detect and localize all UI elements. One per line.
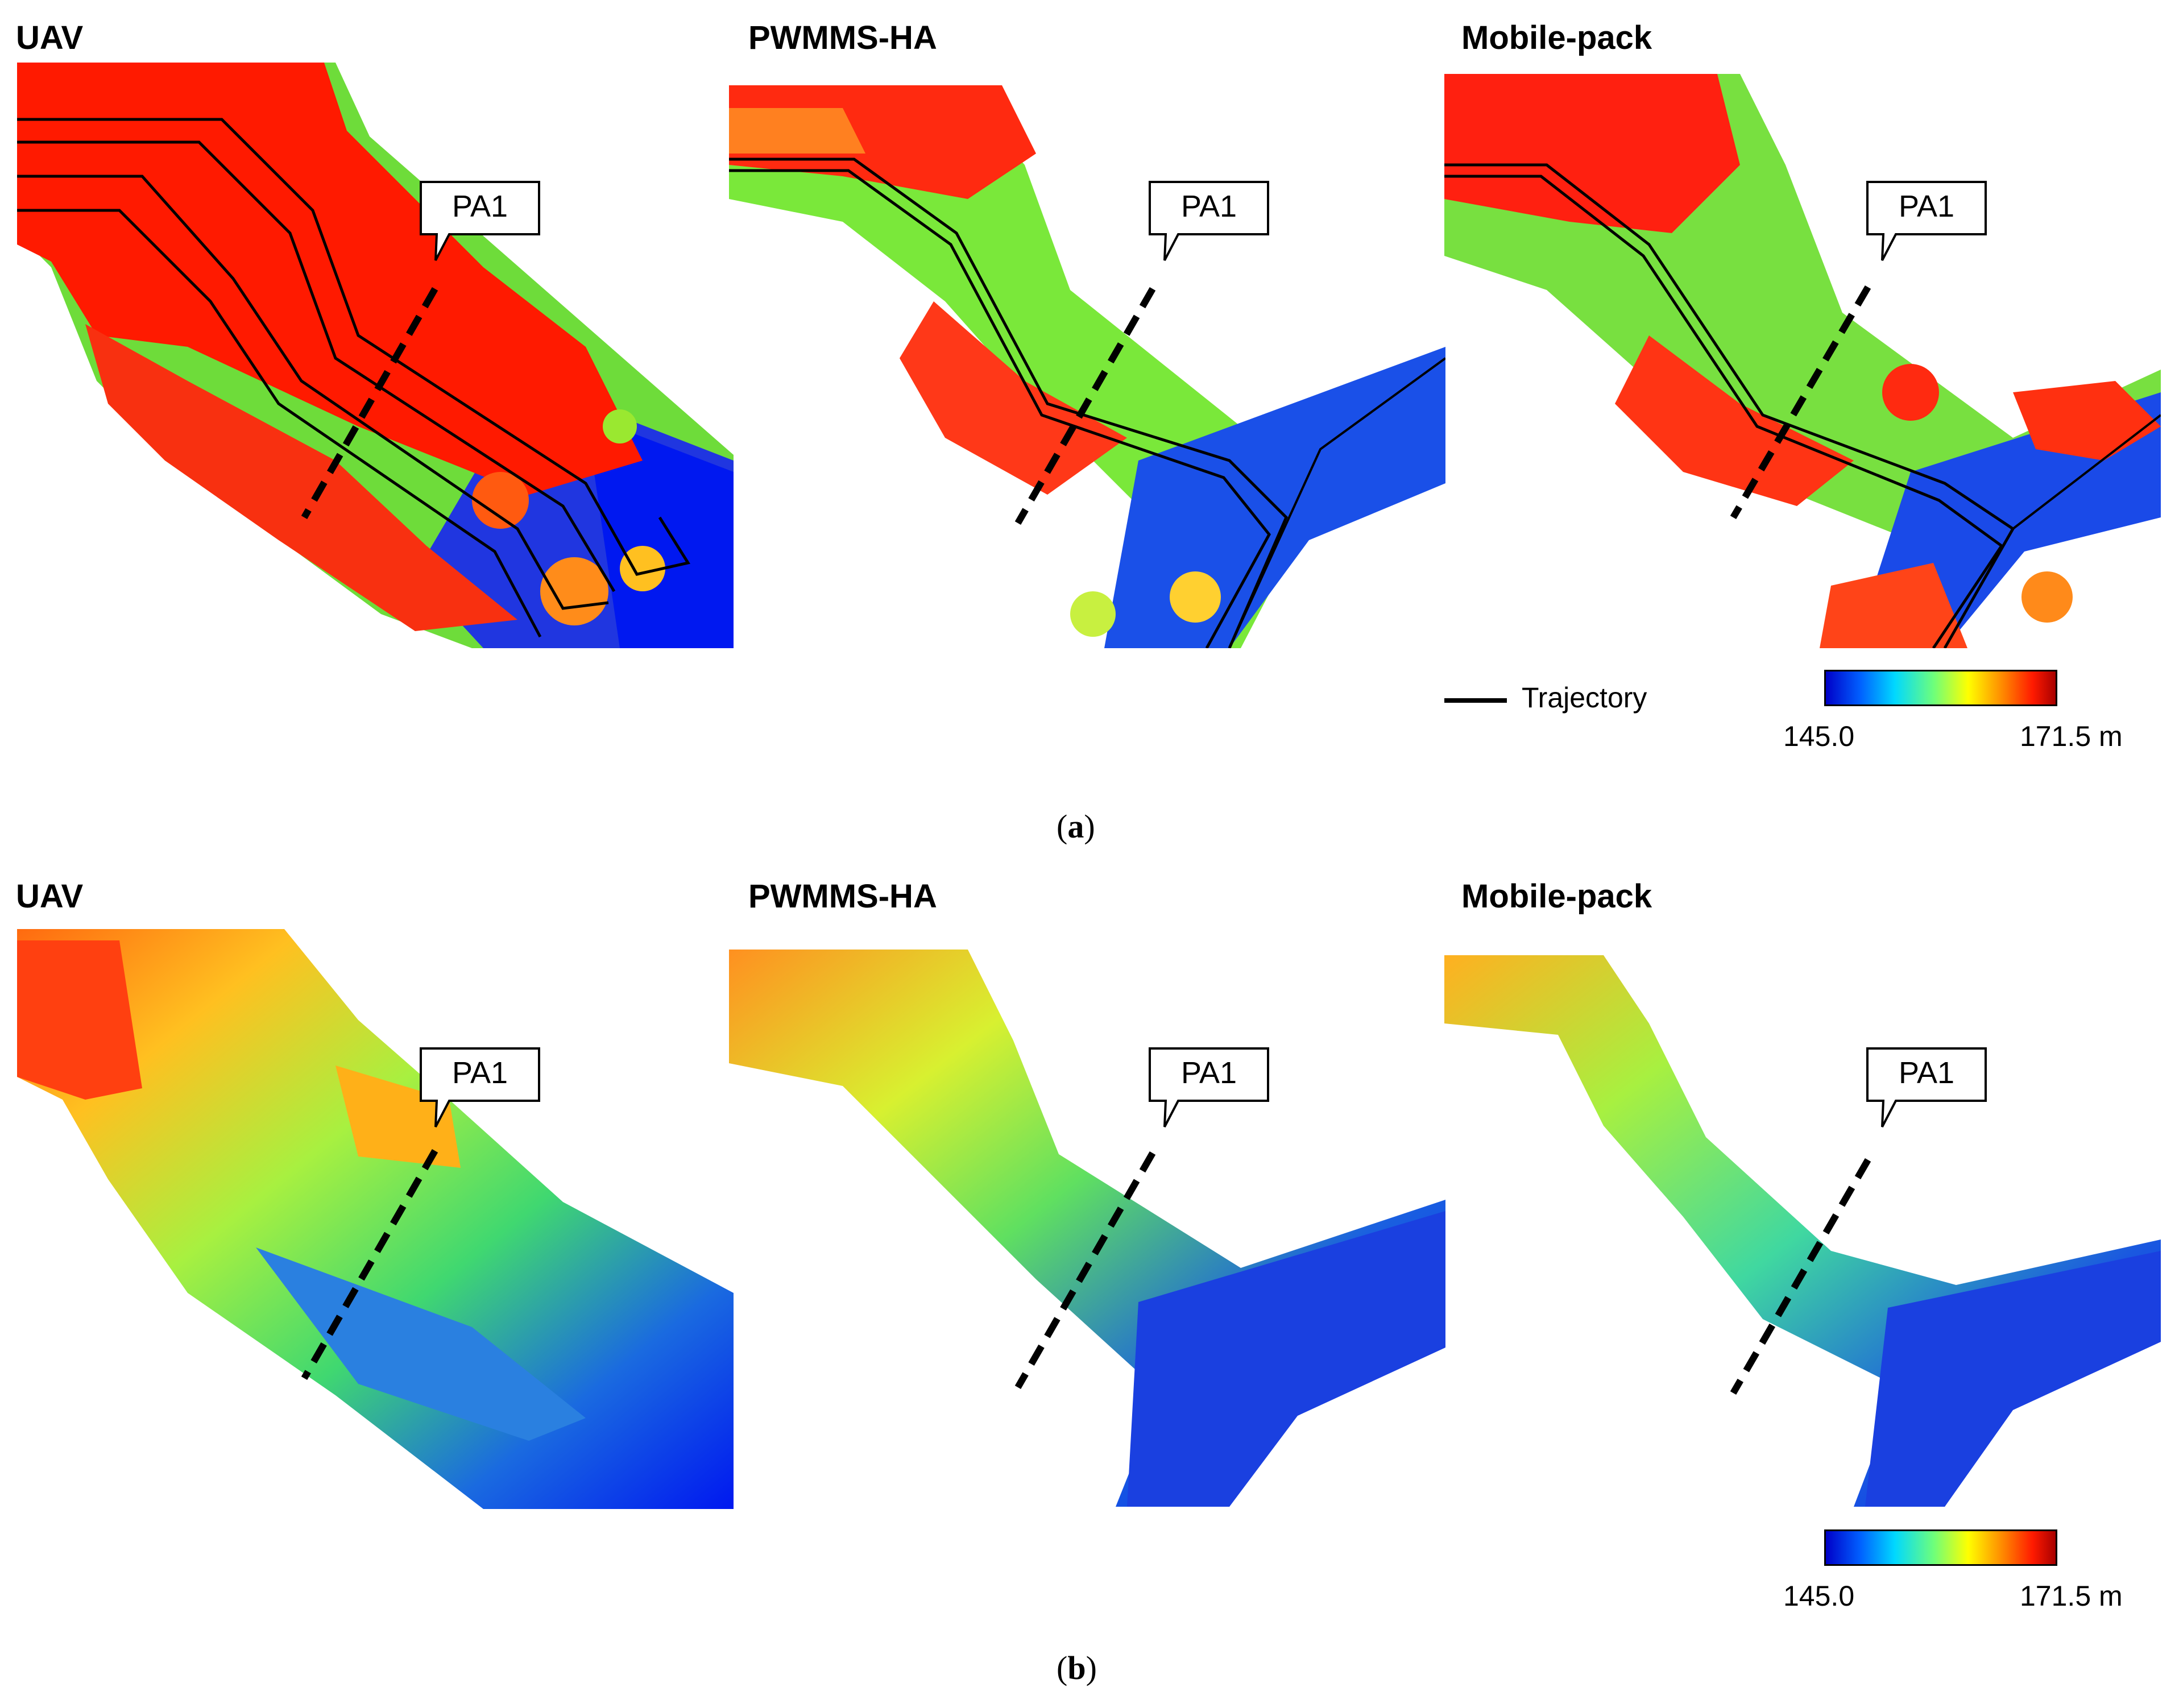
caption-b: (b) <box>1057 1649 1097 1687</box>
colorbar-a <box>1824 670 2057 706</box>
panel-title-uav-b: UAV <box>16 878 84 915</box>
callout-pa1-uav-a: PA1 <box>420 181 540 261</box>
map-uav-pointcloud <box>17 63 734 648</box>
panel-title-pwmms-b: PWMMS-HA <box>748 878 937 915</box>
callout-pa1-mobile-a: PA1 <box>1866 181 1987 261</box>
colorbar-min-label-a: 145.0 <box>1783 720 1855 752</box>
panel-title-pwmms-a: PWMMS-HA <box>748 19 937 56</box>
callout-label: PA1 <box>1180 189 1237 223</box>
callout-pa1-mobile-b: PA1 <box>1866 1047 1987 1127</box>
caption-close: ) <box>1086 1649 1097 1686</box>
trajectory-line-swatch <box>1444 698 1507 703</box>
callout-label: PA1 <box>451 189 508 223</box>
map-mobile-pointcloud <box>1444 74 2161 648</box>
map-uav-dtm <box>17 929 734 1509</box>
callout-label: PA1 <box>451 1056 508 1090</box>
profile-line-uav-a <box>301 287 438 519</box>
callout-label: PA1 <box>1898 189 1955 223</box>
caption-open: ( <box>1057 808 1068 845</box>
colorbar-min-label-b: 145.0 <box>1783 1580 1855 1612</box>
colorbar-max-label-a: 171.5 m <box>2020 720 2123 752</box>
panel-title-uav-a: UAV <box>16 19 84 56</box>
panel-title-mobile-b: Mobile-pack <box>1461 878 1652 915</box>
trajectory-label: Trajectory <box>1522 682 1647 714</box>
colorbar-b <box>1824 1529 2057 1566</box>
callout-pa1-pwmms-b: PA1 <box>1149 1047 1269 1127</box>
map-mobile-dtm <box>1444 955 2161 1507</box>
callout-label: PA1 <box>1180 1056 1237 1090</box>
colorbar-gradient <box>1824 670 2057 706</box>
profile-line-mobile-a <box>1730 285 1871 520</box>
caption-a: (a) <box>1057 807 1095 845</box>
map-pwmms-dtm <box>729 950 1445 1507</box>
profile-line-uav-b <box>301 1149 438 1380</box>
colorbar-max-label-b: 171.5 m <box>2020 1580 2123 1612</box>
callout-pa1-pwmms-a: PA1 <box>1149 181 1269 261</box>
callout-label: PA1 <box>1898 1056 1955 1090</box>
profile-line-pwmms-a <box>1014 287 1156 525</box>
caption-close: ) <box>1084 808 1095 845</box>
profile-line-pwmms-b <box>1014 1151 1156 1389</box>
callout-pa1-uav-b: PA1 <box>420 1047 540 1127</box>
caption-letter: b <box>1067 1649 1086 1686</box>
profile-line-mobile-b <box>1730 1158 1871 1395</box>
map-pwmms-pointcloud <box>729 85 1445 648</box>
caption-letter: a <box>1067 808 1084 845</box>
caption-open: ( <box>1057 1649 1068 1686</box>
panel-title-mobile-a: Mobile-pack <box>1461 19 1652 56</box>
colorbar-gradient <box>1824 1529 2057 1566</box>
